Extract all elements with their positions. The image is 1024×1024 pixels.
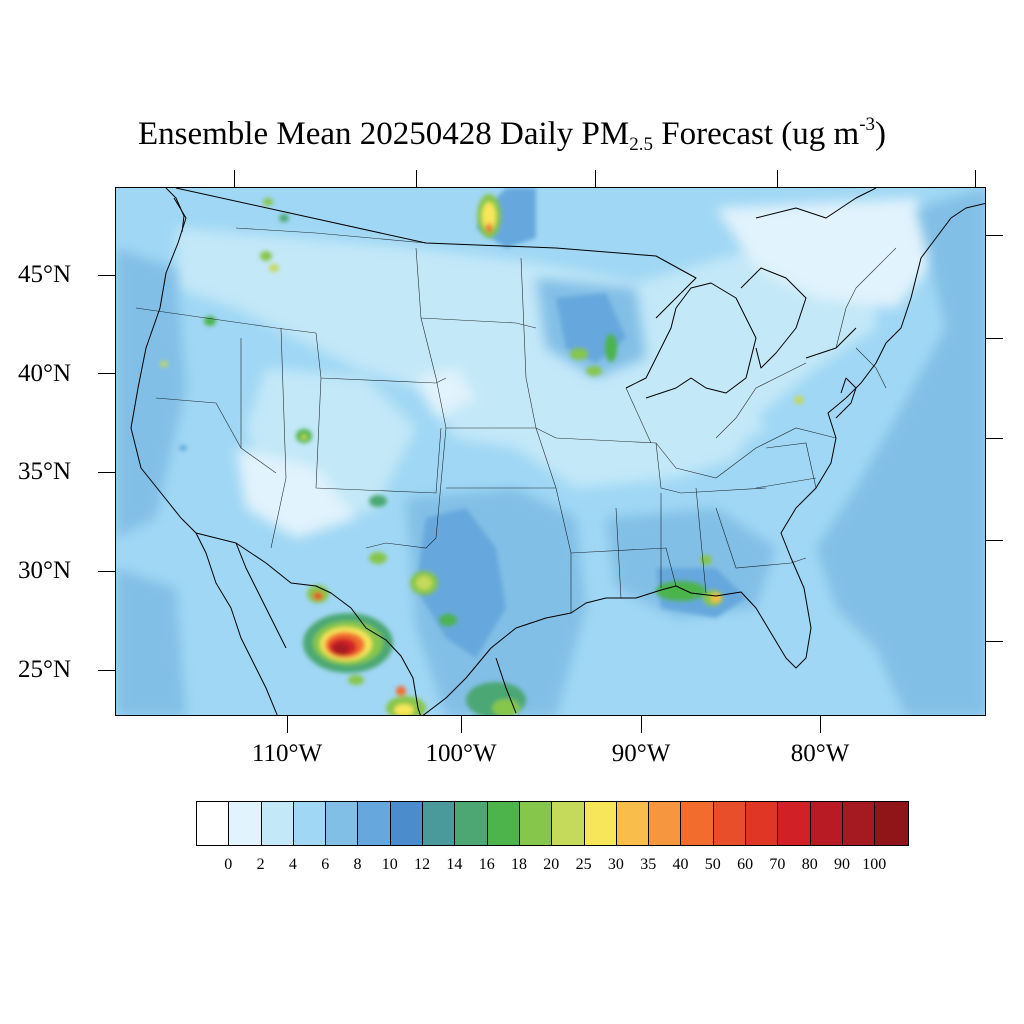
lon-label-100w: 100°W (425, 740, 497, 767)
colorbar-tick-label: 4 (288, 856, 297, 873)
colorbar-tick-label: 25 (575, 856, 592, 873)
right-tick-3 (986, 438, 1003, 439)
light-zones (176, 198, 946, 538)
colorbar-tick-label: 18 (511, 856, 527, 873)
left-tick-35n (98, 472, 115, 473)
colorbar-box (713, 802, 747, 845)
title-superscript: -3 (859, 114, 876, 135)
colorbar-tick-label: 35 (640, 856, 657, 873)
colorbar-box (261, 802, 294, 845)
colorbar-tick-label: 10 (381, 856, 398, 873)
top-tick-110w (234, 170, 235, 187)
left-tick-25n (98, 670, 115, 671)
title-subscript: 2.5 (629, 134, 653, 155)
left-tick-45n (98, 275, 115, 276)
colorbar-box (746, 802, 779, 845)
colorbar-tick-label: 6 (321, 856, 330, 873)
bottom-tick-80w (820, 716, 821, 733)
colorbar-tick-label: 16 (478, 856, 495, 873)
lat-label-40n: 40°N (18, 360, 72, 387)
title-close: ) (875, 116, 887, 152)
lon-label-110w: 110°W (251, 740, 323, 767)
colorbar-tick-label: 60 (737, 856, 754, 873)
colorbar-box (423, 802, 456, 845)
colorbar-box (326, 802, 359, 845)
colorbar-tick-label: 70 (769, 856, 786, 873)
left-tick-40n (98, 373, 115, 374)
lon-label-90w: 90°W (611, 740, 671, 767)
right-tick-5 (986, 641, 1003, 642)
west-coastline (130, 197, 197, 534)
colorbar-box (584, 802, 617, 845)
lat-label-25n: 25°N (18, 656, 72, 683)
bottom-tick-100w (461, 716, 462, 733)
top-tick-80w (777, 170, 778, 187)
colorbar-tick-label: 8 (353, 856, 362, 873)
hotspots (160, 194, 804, 715)
colorbar-box (681, 802, 714, 845)
top-tick-90w (595, 170, 596, 187)
state-lines (135, 227, 897, 613)
colorbar-box (810, 802, 843, 845)
colorbar-tick-label: 20 (543, 856, 560, 873)
pm25-field-map (116, 188, 985, 715)
colorbar-box (197, 802, 230, 845)
lon-label-80w: 80°W (790, 740, 850, 767)
colorbar-box (455, 802, 488, 845)
colorbar-tick-label: 100 (862, 856, 887, 873)
colorbar-tick-label: 40 (672, 856, 689, 873)
colorbar-tick-label: 80 (801, 856, 818, 873)
colorbar-tick-label: 50 (704, 856, 721, 873)
colorbar-tick-label: 90 (834, 856, 850, 873)
title-main: Ensemble Mean 20250428 Daily PM (137, 116, 630, 152)
right-tick-2 (986, 338, 1003, 339)
colorbar-box (293, 802, 327, 845)
colorbar-box (778, 802, 811, 845)
lat-label-30n: 30°N (18, 557, 72, 584)
title-after: Forecast (ug m (653, 116, 860, 152)
colorbar-box (875, 802, 908, 845)
lat-label-35n: 35°N (18, 458, 72, 485)
colorbar-box (487, 802, 520, 845)
chart-title: Ensemble Mean 20250428 Daily PM2.5 Forec… (0, 112, 1024, 156)
lat-label-45n: 45°N (18, 261, 72, 288)
colorbar-tick-label: 0 (224, 856, 233, 873)
boundaries (130, 188, 985, 715)
colorbar-box (519, 802, 553, 845)
colorbar-tick-label: 14 (446, 856, 463, 873)
colorbar-box (649, 802, 682, 845)
right-tick-4 (986, 540, 1003, 541)
colorbar-box (358, 802, 391, 845)
bottom-tick-110w (287, 716, 288, 733)
colorbar-tick-label: 30 (607, 856, 624, 873)
right-tick-1 (986, 235, 1003, 236)
colorbar (196, 801, 909, 846)
left-tick-30n (98, 571, 115, 572)
colorbar-box (616, 802, 650, 845)
colorbar-box (229, 802, 262, 845)
colorbar-tick-label: 2 (256, 856, 265, 873)
top-tick-70w (975, 170, 976, 187)
colorbar-tick-label: 12 (414, 856, 431, 873)
colorbar-box (552, 802, 585, 845)
bottom-tick-90w (641, 716, 642, 733)
colorbar-box (390, 802, 424, 845)
map-panel (115, 187, 986, 716)
top-tick-100w (416, 170, 417, 187)
colorbar-box (842, 802, 876, 845)
